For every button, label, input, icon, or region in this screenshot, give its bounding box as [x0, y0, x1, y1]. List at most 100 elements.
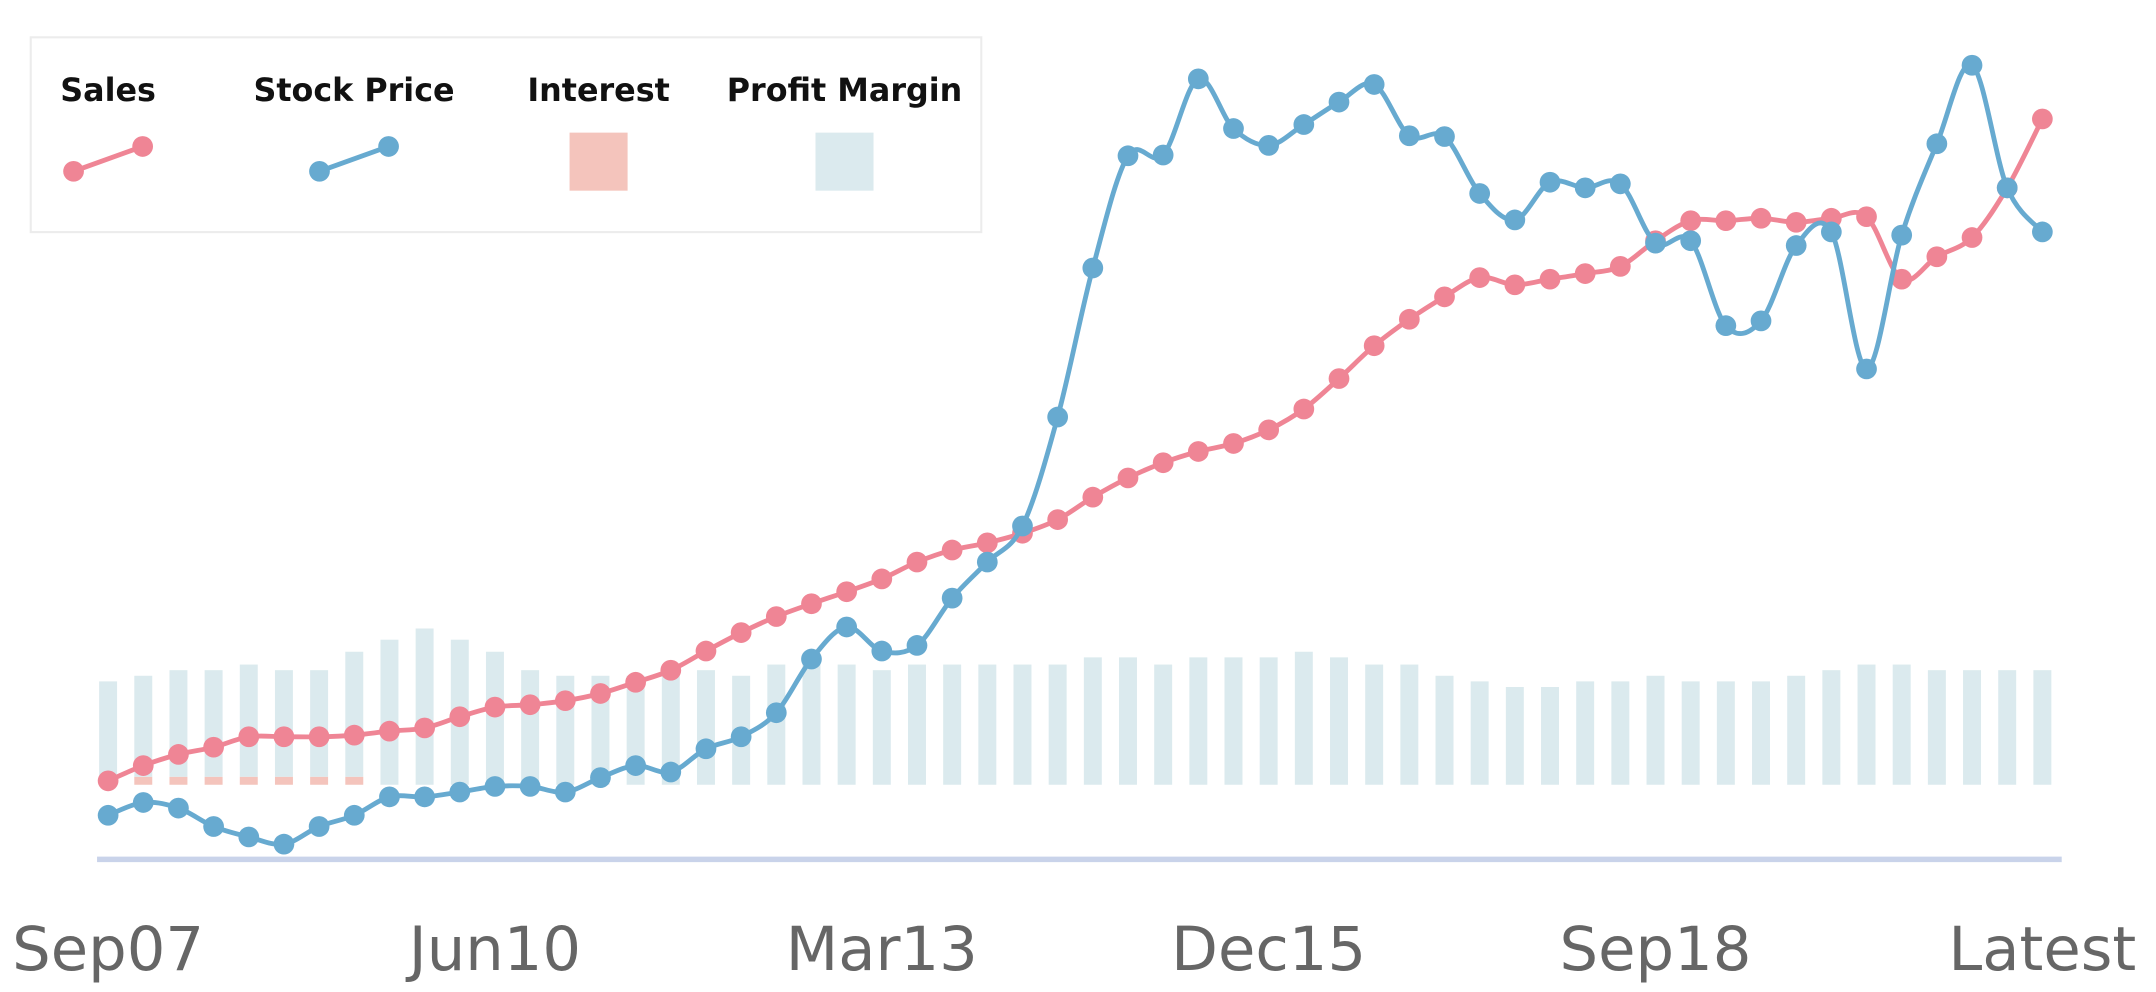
- point: [1574, 263, 1596, 284]
- bar: [99, 681, 118, 785]
- point: [1820, 221, 1842, 243]
- point: [906, 551, 928, 573]
- point: [1750, 207, 1772, 229]
- bar: [1611, 681, 1630, 785]
- legend-dot: [309, 160, 330, 182]
- point: [590, 683, 611, 704]
- point: [1856, 358, 1877, 380]
- point: [308, 816, 330, 837]
- point: [1609, 173, 1631, 195]
- point: [273, 833, 295, 855]
- bar: [696, 670, 715, 785]
- bar: [169, 776, 188, 785]
- point: [1996, 177, 2018, 199]
- point: [1750, 310, 1772, 332]
- point: [1926, 133, 1948, 155]
- bar: [978, 664, 997, 785]
- point: [449, 781, 471, 803]
- bar: [1083, 657, 1102, 785]
- bar: [837, 664, 856, 785]
- bar: [1646, 675, 1665, 785]
- bar: [802, 664, 821, 785]
- bar: [1822, 670, 1841, 785]
- point: [1398, 125, 1420, 147]
- point: [1434, 286, 1455, 308]
- point: [765, 702, 787, 724]
- x-tick-label: Dec15: [1171, 915, 1366, 985]
- point: [1398, 308, 1420, 330]
- legend-line: [318, 144, 390, 174]
- bar: [485, 651, 504, 785]
- point: [2032, 221, 2053, 243]
- point: [168, 797, 189, 819]
- point: [1293, 398, 1315, 420]
- point: [97, 770, 119, 792]
- bar: [1576, 681, 1595, 785]
- legend-label: Sales: [60, 73, 156, 109]
- point: [1117, 467, 1139, 489]
- point: [1609, 256, 1631, 277]
- point: [343, 724, 365, 746]
- bar: [310, 670, 329, 777]
- point: [1258, 135, 1280, 156]
- bar: [1892, 664, 1911, 785]
- legend-swatch: [815, 132, 874, 191]
- point: [1926, 246, 1948, 268]
- point: [1047, 406, 1069, 428]
- point: [660, 761, 682, 783]
- point: [1891, 268, 1913, 290]
- point: [801, 593, 822, 615]
- point: [414, 786, 435, 808]
- point: [484, 696, 506, 718]
- point: [273, 726, 295, 748]
- bar: [1154, 664, 1173, 785]
- bar: [1470, 681, 1489, 785]
- x-tick-label: Sep07: [12, 915, 204, 985]
- bar-layer: [99, 628, 2052, 785]
- point: [1223, 118, 1244, 139]
- point: [1785, 235, 1807, 256]
- point: [1082, 257, 1104, 279]
- bar: [415, 628, 434, 785]
- point: [1504, 209, 1526, 231]
- point: [1891, 224, 1913, 246]
- point: [1152, 452, 1174, 474]
- point: [871, 568, 893, 590]
- point: [2032, 108, 2053, 130]
- point: [238, 826, 260, 848]
- point: [1187, 441, 1209, 462]
- point: [238, 726, 260, 748]
- bar: [345, 651, 364, 777]
- point: [801, 648, 822, 670]
- bar: [1048, 664, 1067, 785]
- bar: [907, 664, 926, 785]
- point: [1469, 267, 1491, 288]
- bar: [1857, 664, 1876, 785]
- bar: [943, 664, 962, 785]
- point: [203, 736, 224, 758]
- bar: [1927, 670, 1946, 785]
- bar: [767, 664, 786, 785]
- bar: [1541, 686, 1559, 785]
- bar: [204, 776, 223, 785]
- bar: [239, 776, 258, 785]
- point: [414, 717, 435, 739]
- legend-label: Profit Margin: [727, 73, 963, 109]
- point: [308, 726, 330, 748]
- bar: [134, 776, 153, 785]
- x-tick-label: Mar13: [786, 915, 978, 985]
- point: [836, 616, 858, 638]
- bar: [521, 670, 540, 785]
- legend-dot: [378, 136, 399, 157]
- point: [1328, 368, 1350, 389]
- point: [660, 659, 682, 681]
- point: [1187, 68, 1209, 90]
- legend-label: Interest: [527, 73, 669, 109]
- legend-swatch: [569, 132, 628, 191]
- point: [836, 581, 858, 603]
- legend-label: Stock Price: [253, 73, 454, 109]
- point: [1047, 509, 1069, 530]
- point: [1434, 126, 1455, 147]
- point: [695, 738, 717, 760]
- point: [379, 786, 400, 808]
